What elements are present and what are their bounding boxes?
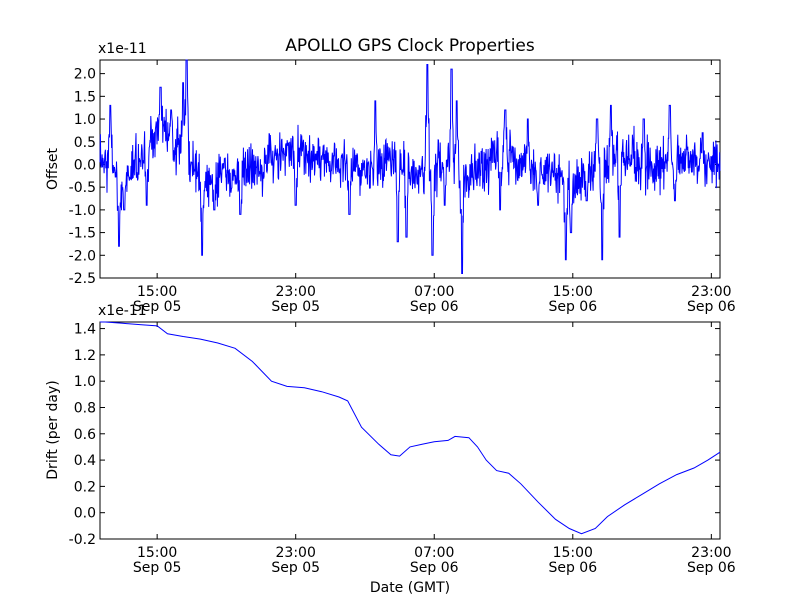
offset-xtick-date: Sep 06 [548,299,597,315]
drift-ytick-label: 0.8 [74,400,96,416]
offset-xtick-date: Sep 05 [271,299,320,315]
offset-y-label: Offset [45,147,61,190]
drift-scale-label: x1e-11 [98,303,147,319]
offset-ytick-label: -0.5 [69,180,96,196]
offset-ytick-label: 1.5 [74,89,96,105]
offset-xtick-time: 15:00 [553,284,593,300]
offset-xtick-time: 07:00 [414,284,454,300]
drift-ytick-label: 0.6 [74,427,96,443]
drift-ytick-label: 0.2 [74,479,96,495]
drift-xtick-time: 23:00 [691,545,731,561]
offset-ytick-label: 1.0 [74,112,96,128]
drift-xtick-time: 23:00 [276,545,316,561]
drift-line [100,321,721,535]
offset-xtick-time: 15:00 [137,284,177,300]
drift-xtick-date: Sep 05 [133,560,182,576]
drift-xtick-date: Sep 05 [271,560,320,576]
drift-ytick-label: 0.0 [74,506,96,522]
drift-y-label: Drift (per day) [45,380,61,479]
drift-ytick-label: 1.0 [74,374,96,390]
drift-ytick-label: 1.4 [74,322,96,338]
drift-xtick-date: Sep 06 [548,560,597,576]
offset-xtick-date: Sep 06 [687,299,736,315]
drift-ytick-label: -0.2 [69,532,96,548]
drift-ytick-label: 1.2 [74,348,96,364]
offset-lines [99,59,721,274]
offset-scale-label: x1e-11 [98,41,147,57]
drift-ytick-label: 0.4 [74,453,96,469]
drift-xtick-date: Sep 06 [687,560,736,576]
drift-xtick-date: Sep 06 [410,560,459,576]
offset-ytick-label: 0.5 [74,135,96,151]
offset-ytick-label: 2.0 [74,67,96,83]
offset-xtick-time: 23:00 [276,284,316,300]
offset-xtick-date: Sep 06 [410,299,459,315]
offset-xtick-date: Sep 05 [133,299,182,315]
drift-xtick-time: 15:00 [137,545,177,561]
drift-panel: x1e-11 Drift (per day) -0.2 0.0 0.2 0.4 0.6 0… [45,303,736,576]
x-axis-label: Date (GMT) [370,580,450,596]
offset-ytick-label: -1.5 [69,226,96,242]
offset-ytick-label: -2.5 [69,271,96,287]
drift-plot-frame [99,321,721,540]
offset-ticks: -2.5 -2.0 -1.5 -1.0 -0.5 0.0 0.5 1.0 1.5 2.0 15:00… [69,60,736,315]
drift-lines [100,321,721,535]
offset-ytick-label: -2.0 [69,248,96,264]
offset-panel: x1e-11 Offset -2.5 -2.0 -1.5 -1.0 -0.5 0.0 0.5… [45,41,736,315]
offset-line [99,59,721,274]
offset-ytick-label: 0.0 [74,157,96,173]
offset-ytick-label: -1.0 [69,203,96,219]
drift-xtick-time: 15:00 [553,545,593,561]
drift-xtick-time: 07:00 [414,545,454,561]
figure-title: APOLLO GPS Clock Properties [285,36,535,56]
offset-xtick-time: 23:00 [691,284,731,300]
